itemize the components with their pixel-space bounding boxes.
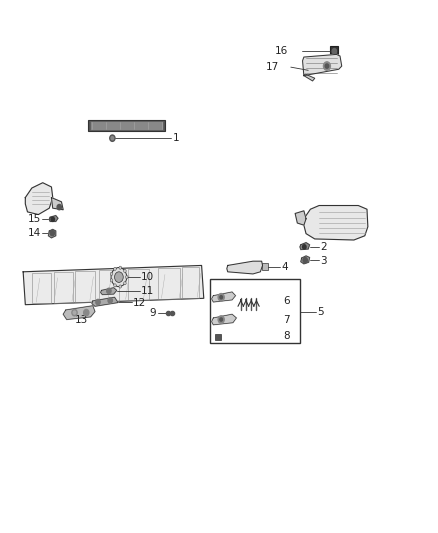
Circle shape: [96, 300, 100, 305]
Circle shape: [218, 294, 224, 301]
Circle shape: [107, 288, 111, 294]
Circle shape: [111, 268, 127, 287]
Circle shape: [115, 272, 123, 282]
Circle shape: [108, 298, 113, 303]
Polygon shape: [51, 198, 63, 210]
Circle shape: [51, 217, 54, 221]
Polygon shape: [304, 74, 315, 81]
Polygon shape: [295, 211, 306, 225]
Circle shape: [124, 269, 126, 272]
Circle shape: [323, 62, 330, 70]
Polygon shape: [304, 206, 368, 240]
Circle shape: [325, 64, 328, 68]
Polygon shape: [101, 288, 117, 295]
Circle shape: [84, 310, 89, 316]
Text: 6: 6: [283, 296, 290, 306]
Text: 9: 9: [149, 308, 156, 318]
Text: 12: 12: [133, 297, 147, 308]
Bar: [182, 267, 199, 298]
Polygon shape: [49, 216, 58, 221]
Text: 2: 2: [321, 243, 327, 253]
Bar: [53, 272, 73, 303]
Text: 1: 1: [173, 133, 179, 143]
Polygon shape: [301, 256, 310, 264]
Polygon shape: [23, 265, 204, 305]
Bar: [330, 46, 338, 56]
Circle shape: [111, 136, 114, 140]
Text: 17: 17: [266, 62, 279, 72]
Polygon shape: [48, 229, 56, 238]
Circle shape: [57, 205, 61, 210]
Polygon shape: [303, 54, 342, 76]
Polygon shape: [63, 306, 95, 319]
Text: 10: 10: [141, 272, 154, 282]
Bar: [88, 119, 165, 131]
Circle shape: [218, 316, 224, 323]
Bar: [75, 271, 95, 302]
Bar: [215, 334, 221, 340]
Circle shape: [73, 311, 76, 314]
Circle shape: [303, 257, 307, 263]
Bar: [158, 268, 180, 298]
Circle shape: [72, 310, 77, 316]
Circle shape: [110, 272, 113, 276]
Bar: [32, 272, 51, 303]
Circle shape: [220, 296, 223, 299]
Circle shape: [50, 230, 54, 236]
Circle shape: [110, 135, 115, 141]
Text: 4: 4: [281, 262, 288, 272]
Circle shape: [220, 318, 223, 321]
Text: 15: 15: [28, 214, 41, 224]
Text: 11: 11: [141, 286, 154, 296]
Bar: [127, 269, 149, 300]
Circle shape: [114, 267, 116, 270]
Text: 14: 14: [28, 228, 41, 238]
Circle shape: [119, 285, 122, 288]
Text: 3: 3: [321, 256, 327, 265]
Polygon shape: [227, 261, 262, 274]
Text: 8: 8: [283, 332, 290, 342]
Circle shape: [332, 49, 336, 54]
Polygon shape: [92, 297, 118, 306]
Circle shape: [125, 276, 128, 279]
Bar: [90, 121, 163, 130]
Bar: [261, 263, 268, 270]
Circle shape: [110, 279, 113, 282]
Circle shape: [303, 245, 306, 249]
Bar: [99, 270, 119, 301]
Bar: [210, 279, 300, 343]
Polygon shape: [300, 243, 310, 249]
Polygon shape: [25, 183, 53, 215]
Text: 16: 16: [275, 46, 288, 56]
Circle shape: [124, 281, 126, 285]
Polygon shape: [212, 314, 237, 325]
Text: 7: 7: [283, 314, 290, 325]
Circle shape: [119, 266, 122, 269]
Polygon shape: [212, 292, 236, 302]
Text: 13: 13: [74, 314, 88, 325]
Text: 5: 5: [317, 306, 324, 317]
Circle shape: [114, 284, 116, 287]
